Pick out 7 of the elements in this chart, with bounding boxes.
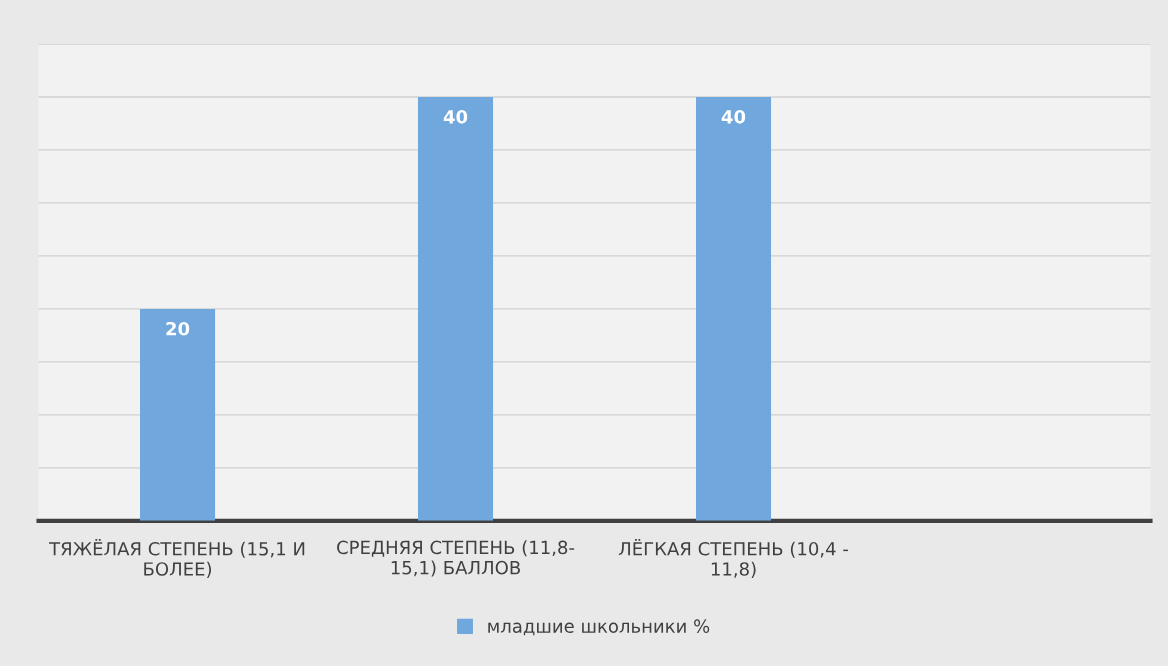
x-tick-label: ТЯЖЁЛАЯ СТЕПЕНЬ (15,1 И БОЛЕЕ) [49, 538, 305, 578]
legend-label: младшие школьники % [488, 619, 710, 636]
data-label: 20 [166, 321, 190, 336]
data-label: 40 [721, 109, 746, 124]
x-tick-label: СРЕДНЯЯ СТЕПЕНЬ (11,8- 15,1) БАЛЛОВ [337, 540, 575, 577]
data-label: 40 [443, 109, 468, 124]
x-tick-label: ЛЁГКАЯ СТЕПЕНЬ (10,4 - 11,8) [618, 538, 848, 578]
